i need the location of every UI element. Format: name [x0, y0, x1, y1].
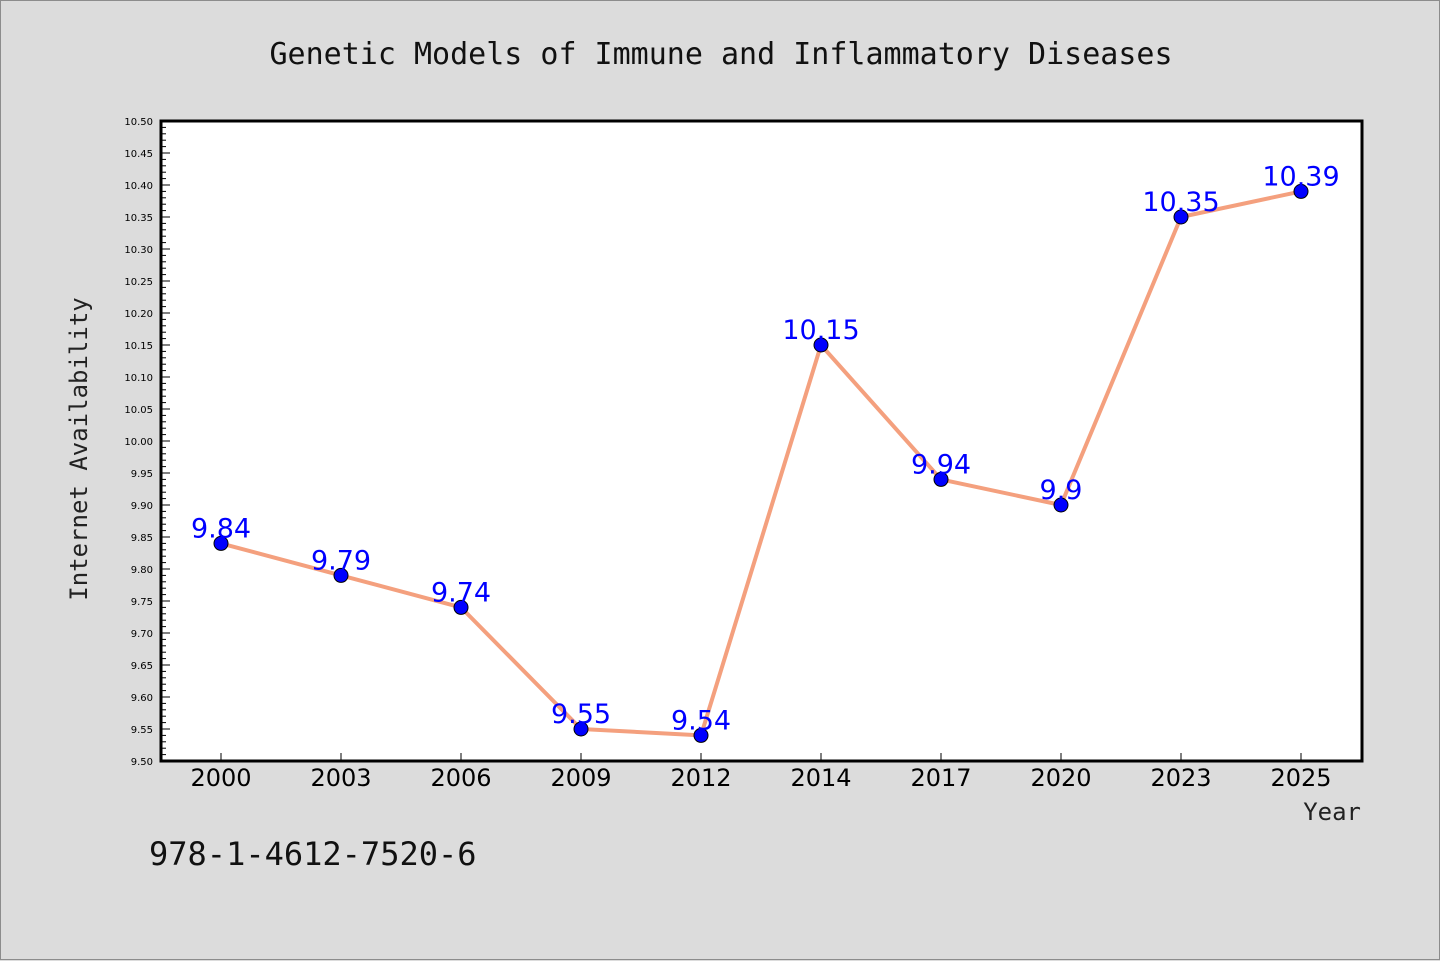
x-tick-label: 2023 — [1150, 764, 1211, 792]
y-axis-title: Internet Availability — [65, 297, 93, 600]
data-labels: 9.84 9.79 9.74 9.55 9.54 10.15 9.94 9.9 10.35 10.… — [191, 161, 1340, 736]
y-tick-label: 10.25 — [124, 277, 153, 288]
isbn-text: 978-1-4612-7520-6 — [149, 835, 477, 873]
data-label: 9.94 — [911, 449, 971, 480]
data-point — [453, 599, 469, 615]
y-tick-label: 9.55 — [131, 725, 153, 736]
y-tick-label: 10.50 — [124, 117, 153, 128]
data-point — [1293, 183, 1309, 199]
data-point — [213, 535, 229, 551]
y-tick-label: 10.15 — [124, 341, 153, 352]
y-tick-label: 10.40 — [124, 181, 153, 192]
y-tick-label: 9.85 — [131, 533, 153, 544]
data-point — [333, 567, 349, 583]
x-tick-label: 2003 — [310, 764, 371, 792]
x-tick-label: 2006 — [430, 764, 491, 792]
data-point — [813, 337, 829, 353]
plot-area — [159, 119, 1364, 763]
data-label: 9.54 — [671, 705, 731, 736]
y-tick-label: 10.00 — [124, 437, 153, 448]
y-tick-label: 9.75 — [131, 597, 153, 608]
y-axis: 9.50 9.55 9.60 9.65 9.70 9.75 9.80 9.85 9.90 9.95… — [124, 117, 170, 768]
x-tick-label: 2012 — [670, 764, 731, 792]
x-axis-title: Year — [1303, 798, 1361, 826]
y-tick-label: 9.70 — [131, 629, 153, 640]
data-point — [573, 721, 589, 737]
x-axis: 2000 2003 2006 2009 2012 2014 2017 2020 2023 2025 — [190, 753, 1332, 792]
x-tick-label: 2009 — [550, 764, 611, 792]
y-tick-label: 10.20 — [124, 309, 153, 320]
x-tick-label: 2014 — [790, 764, 851, 792]
y-tick-label: 9.65 — [131, 661, 153, 672]
x-tick-label: 2017 — [910, 764, 971, 792]
data-label: 10.15 — [782, 315, 859, 346]
data-label: 10.39 — [1262, 161, 1339, 192]
data-point — [1173, 209, 1189, 225]
y-tick-label: 10.35 — [124, 213, 153, 224]
data-point — [933, 471, 949, 487]
y-tick-label: 10.45 — [124, 149, 153, 160]
y-tick-label: 10.10 — [124, 373, 153, 384]
x-tick-label: 2000 — [190, 764, 251, 792]
y-tick-label: 9.95 — [131, 469, 153, 480]
y-tick-label: 9.80 — [131, 565, 153, 576]
data-label: 9.55 — [551, 699, 611, 730]
data-label: 9.9 — [1040, 475, 1083, 506]
series-line-group — [213, 183, 1309, 743]
data-point — [1053, 497, 1069, 513]
data-label: 9.79 — [311, 545, 371, 576]
y-tick-label: 9.60 — [131, 693, 153, 704]
y-tick-label: 10.30 — [124, 245, 153, 256]
x-tick-label: 2020 — [1030, 764, 1091, 792]
data-label: 10.35 — [1142, 187, 1219, 218]
y-tick-label: 10.05 — [124, 405, 153, 416]
data-label: 9.74 — [431, 577, 491, 608]
data-point — [693, 727, 709, 743]
data-label: 9.84 — [191, 513, 251, 544]
chart-title: Genetic Models of Immune and Inflammator… — [269, 37, 1172, 72]
y-tick-label: 9.90 — [131, 501, 153, 512]
x-tick-label: 2025 — [1270, 764, 1331, 792]
series-line — [220, 189, 1302, 738]
y-tick-label: 9.50 — [131, 757, 153, 768]
